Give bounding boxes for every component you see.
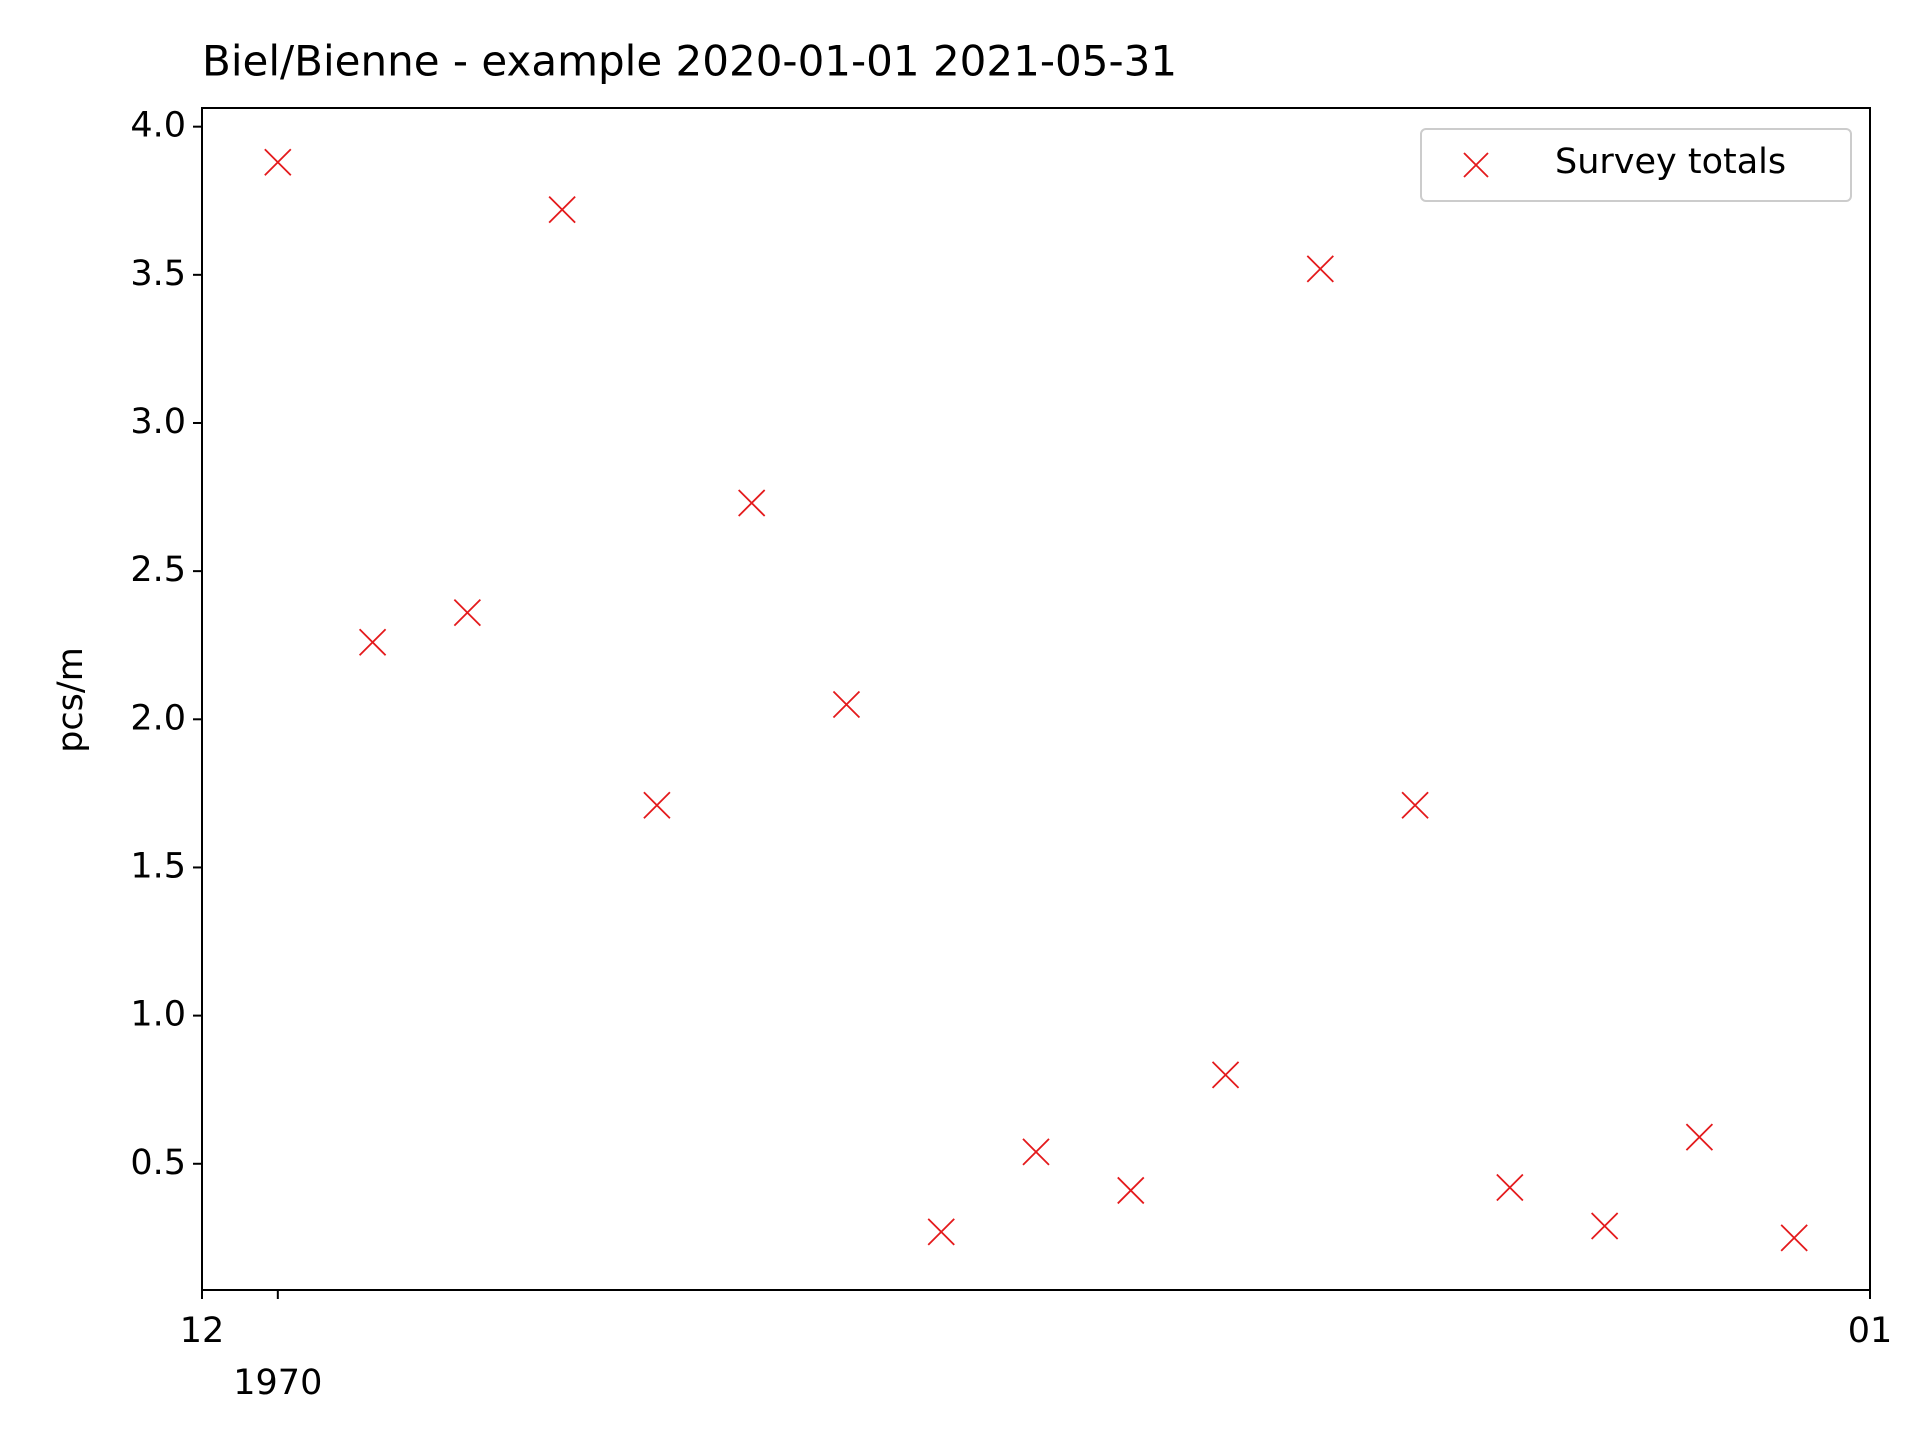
data-point bbox=[264, 148, 292, 176]
y-axis-label: pcs/m bbox=[51, 647, 91, 753]
data-point bbox=[1306, 255, 1334, 283]
data-point bbox=[358, 628, 387, 656]
data-point bbox=[738, 489, 766, 517]
x-tick-label: 12 bbox=[180, 1311, 225, 1351]
data-point bbox=[1022, 1138, 1050, 1166]
data-point bbox=[1401, 791, 1429, 819]
plot-frame bbox=[201, 107, 1871, 1291]
chart-title: Biel/Bienne - example 2020-01-01 2021-05… bbox=[202, 37, 1177, 86]
y-tick-label: 1.5 bbox=[130, 846, 186, 886]
data-point bbox=[1211, 1061, 1240, 1089]
x-tick-label: 1970 bbox=[233, 1363, 322, 1403]
data-point bbox=[1591, 1212, 1619, 1240]
data-point bbox=[832, 690, 861, 719]
y-tick-label: 4.0 bbox=[130, 106, 186, 146]
data-point bbox=[1685, 1123, 1714, 1151]
data-point bbox=[1117, 1176, 1145, 1205]
data-point bbox=[548, 195, 576, 224]
y-tick-label: 0.5 bbox=[130, 1143, 186, 1183]
legend-box bbox=[1420, 128, 1852, 202]
legend-marker bbox=[1463, 152, 1489, 178]
data-point bbox=[453, 598, 482, 627]
data-point bbox=[1496, 1173, 1524, 1202]
data-point bbox=[927, 1218, 955, 1246]
legend-label: Survey totals bbox=[1555, 142, 1786, 182]
data-point bbox=[1780, 1224, 1808, 1252]
legend: Survey totals bbox=[1420, 128, 1852, 202]
y-tick-label: 1.0 bbox=[130, 995, 186, 1035]
y-tick-label: 3.0 bbox=[130, 402, 186, 442]
y-tick-label: 2.0 bbox=[130, 698, 186, 738]
data-point bbox=[643, 791, 671, 819]
x-tick-label: 01 bbox=[1848, 1311, 1893, 1351]
y-tick-label: 3.5 bbox=[130, 254, 186, 294]
y-tick-label: 2.5 bbox=[130, 550, 186, 590]
